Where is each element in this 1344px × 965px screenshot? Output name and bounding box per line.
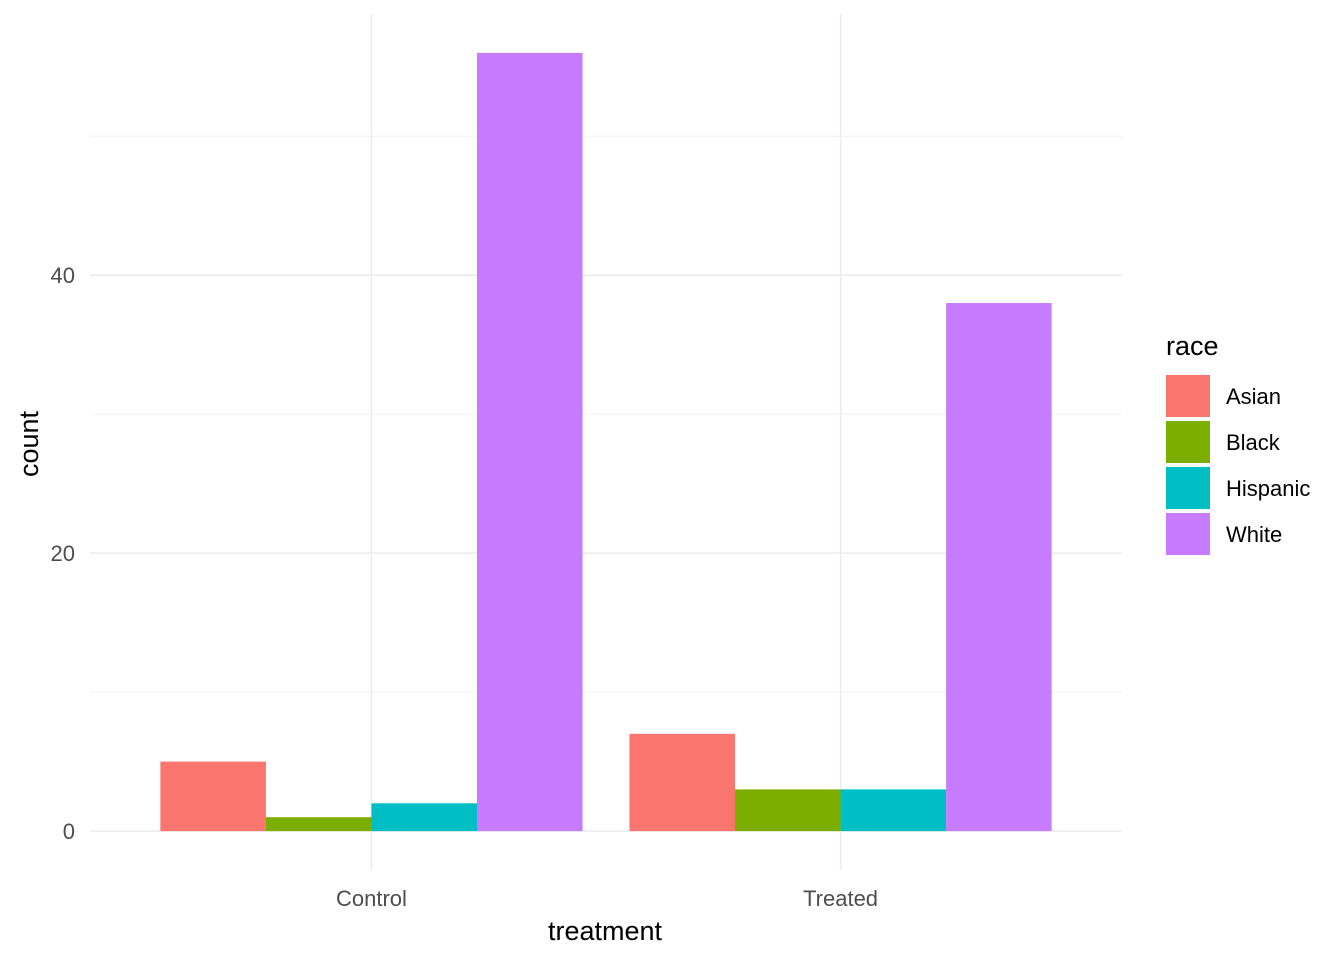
y-axis: 0 20 40	[51, 263, 75, 844]
legend: race Asian Black Hispanic White	[1166, 331, 1310, 555]
legend-key-asian	[1166, 375, 1210, 417]
bar-hispanic-treated	[840, 789, 947, 832]
x-tick-label: Treated	[803, 886, 878, 911]
y-axis-title: count	[14, 410, 44, 477]
x-axis: Control Treated	[336, 886, 878, 911]
bar-hispanic-control	[371, 803, 477, 832]
legend-label-asian: Asian	[1226, 384, 1281, 409]
legend-label-white: White	[1226, 522, 1282, 547]
x-axis-title: treatment	[548, 916, 663, 946]
legend-key-hispanic	[1166, 467, 1210, 509]
bar-white-control	[477, 52, 583, 832]
bar-black-treated	[735, 789, 841, 832]
y-tick-label: 20	[51, 541, 75, 566]
x-tick-label: Control	[336, 886, 407, 911]
bars	[160, 52, 1052, 832]
legend-key-white	[1166, 513, 1210, 555]
legend-title: race	[1166, 331, 1219, 361]
legend-key-black	[1166, 421, 1210, 463]
legend-label-black: Black	[1226, 430, 1281, 455]
y-tick-label: 40	[51, 263, 75, 288]
y-tick-label: 0	[63, 819, 75, 844]
bar-white-treated	[946, 303, 1052, 832]
legend-label-hispanic: Hispanic	[1226, 476, 1310, 501]
bar-asian-control	[160, 761, 266, 832]
bar-black-control	[265, 817, 372, 832]
bar-asian-treated	[629, 733, 735, 832]
